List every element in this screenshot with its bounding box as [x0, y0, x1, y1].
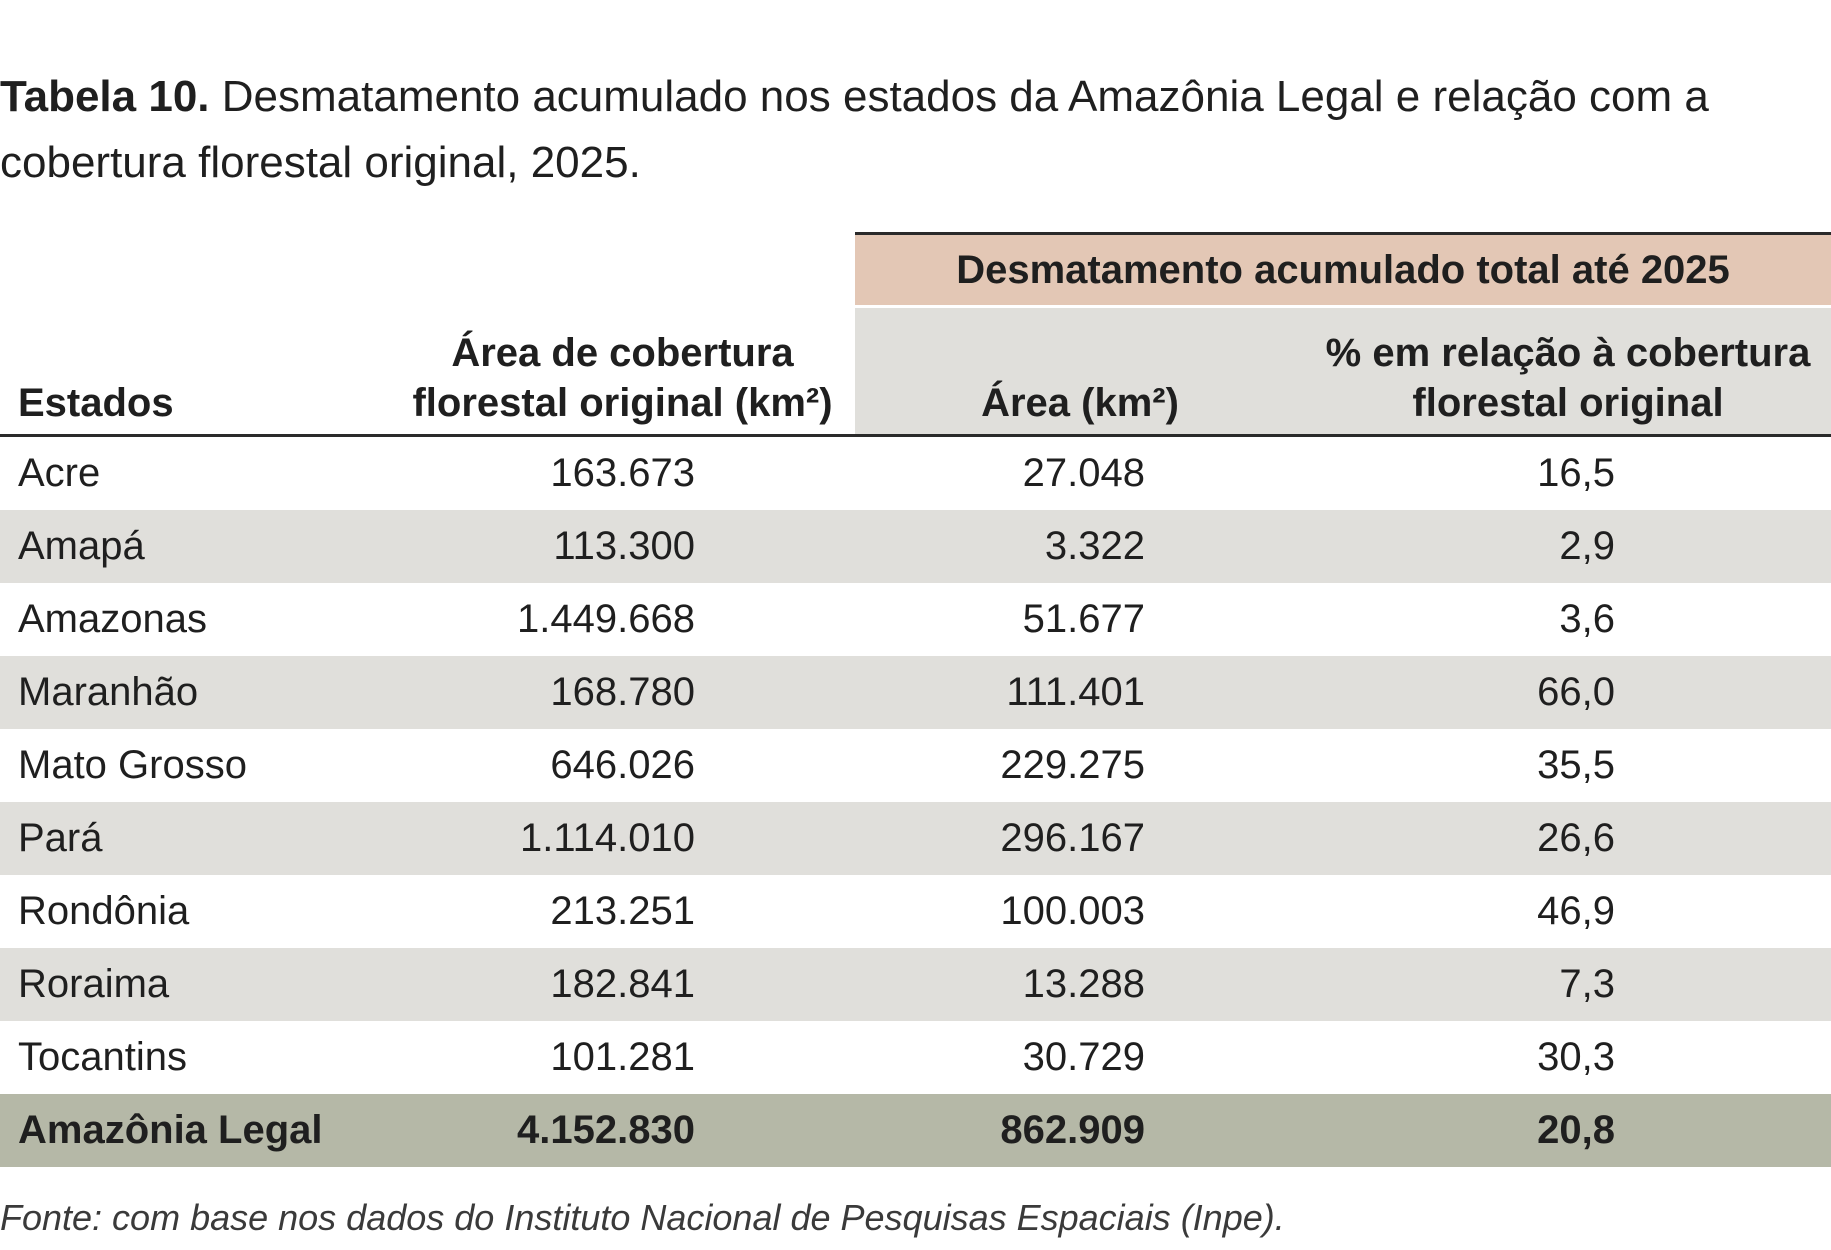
cell-area-original: 163.673: [550, 451, 695, 495]
table-row: Pará 1.114.010 296.167 26,6: [0, 802, 1831, 875]
cell-area-desmatada: 13.288: [855, 948, 1305, 1021]
cell-estado: Amapá: [0, 510, 390, 583]
cell-percentual: 46,9: [1537, 889, 1615, 933]
cell-area-desmatada: 296.167: [855, 802, 1305, 875]
cell-area-desmatada: 30.729: [1022, 1035, 1145, 1079]
cell-area-original: 1.449.668: [517, 597, 695, 641]
cell-area-desmatada: 3.322: [855, 510, 1305, 583]
table-row: Amapá 113.300 3.322 2,9: [0, 510, 1831, 583]
table-row: Maranhão 168.780 111.401 66,0: [0, 656, 1831, 729]
header-percentual: % em relação à cobertura florestal origi…: [1305, 306, 1831, 437]
header-area-original: Área de cobertura florestal original (km…: [390, 306, 855, 437]
cell-percentual: 26,6: [1305, 802, 1831, 875]
cell-area-desmatada: 111.401: [855, 656, 1305, 729]
table-row: Tocantins 101.281 30.729 30,3: [0, 1021, 1831, 1094]
cell-area-original: 113.300: [390, 510, 855, 583]
table-row: Roraima 182.841 13.288 7,3: [0, 948, 1831, 1021]
cell-percentual-total: 20,8: [1305, 1094, 1831, 1167]
cell-estado: Pará: [0, 802, 390, 875]
group-header-spacer: [0, 233, 390, 307]
cell-area-original: 168.780: [390, 656, 855, 729]
cell-estado-total: Amazônia Legal: [0, 1094, 390, 1167]
table-row: Mato Grosso 646.026 229.275 35,5: [0, 729, 1831, 802]
group-header-row: Desmatamento acumulado total até 2025: [0, 232, 1831, 308]
cell-estado: Tocantins: [18, 1035, 187, 1079]
cell-area-desmatada: 229.275: [1000, 743, 1145, 787]
cell-area-desmatada: 100.003: [1000, 889, 1145, 933]
cell-estado: Mato Grosso: [18, 743, 247, 787]
cell-percentual: 35,5: [1537, 743, 1615, 787]
caption-label: Tabela 10.: [0, 72, 210, 121]
cell-percentual: 16,5: [1537, 451, 1615, 495]
cell-area-original: 213.251: [550, 889, 695, 933]
header-estados: Estados: [0, 306, 390, 437]
cell-estado: Acre: [18, 451, 101, 495]
cell-percentual: 2,9: [1305, 510, 1831, 583]
group-header: Desmatamento acumulado total até 2025: [855, 232, 1831, 308]
total-row: Amazônia Legal 4.152.830 862.909 20,8: [0, 1094, 1831, 1167]
source-note: Fonte: com base nos dados do Instituto N…: [0, 1197, 1285, 1238]
group-header-spacer: [390, 233, 855, 307]
cell-area-original-total: 4.152.830: [390, 1094, 855, 1167]
cell-estado: Rondônia: [18, 889, 190, 933]
caption-text: Desmatamento acumulado nos estados da Am…: [0, 72, 1709, 187]
cell-area-desmatada: 27.048: [1022, 451, 1145, 495]
cell-area-original: 101.281: [550, 1035, 695, 1079]
header-area-desmatada: Área (km²): [855, 306, 1305, 437]
column-header-row: Estados Área de cobertura florestal orig…: [0, 306, 1831, 437]
table-row: Acre 163.673 27.048 16,5: [0, 436, 1831, 511]
cell-percentual: 66,0: [1305, 656, 1831, 729]
cell-estado: Roraima: [0, 948, 390, 1021]
table-row: Amazonas 1.449.668 51.677 3,6: [0, 583, 1831, 656]
cell-estado: Amazonas: [18, 597, 207, 641]
deforestation-table: Desmatamento acumulado total até 2025 Es…: [0, 232, 1831, 1167]
cell-estado: Maranhão: [0, 656, 390, 729]
cell-percentual: 3,6: [1559, 597, 1615, 641]
cell-area-original: 1.114.010: [390, 802, 855, 875]
cell-percentual: 7,3: [1305, 948, 1831, 1021]
table-row: Rondônia 213.251 100.003 46,9: [0, 875, 1831, 948]
cell-area-desmatada-total: 862.909: [855, 1094, 1305, 1167]
cell-area-original: 182.841: [390, 948, 855, 1021]
cell-area-original: 646.026: [550, 743, 695, 787]
table-caption: Tabela 10. Desmatamento acumulado nos es…: [0, 64, 1800, 196]
cell-percentual: 30,3: [1537, 1035, 1615, 1079]
cell-area-desmatada: 51.677: [1022, 597, 1145, 641]
